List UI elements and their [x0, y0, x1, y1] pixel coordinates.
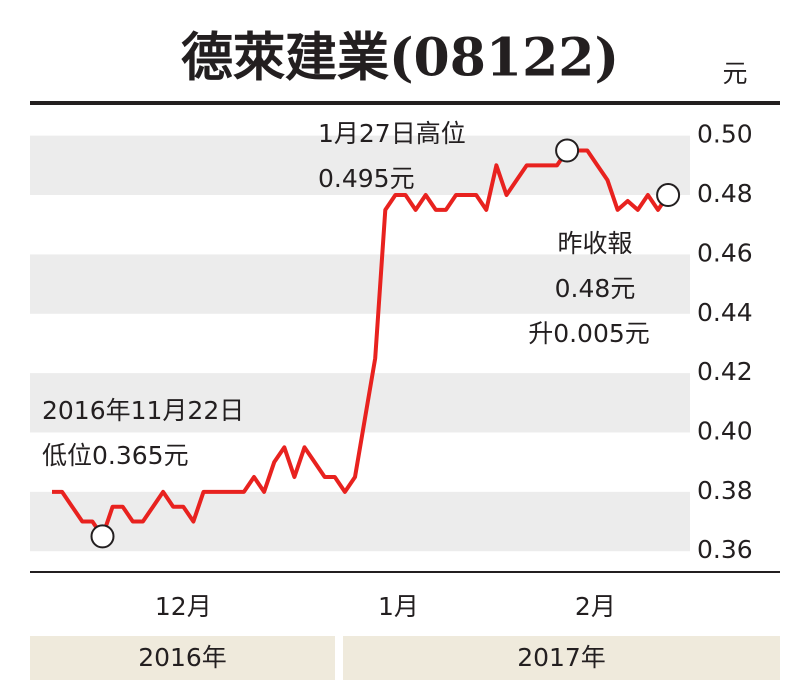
year-label: 2016年 — [138, 643, 227, 672]
y-tick-label: 0.46 — [697, 238, 753, 267]
annotation: 低位0.365元 — [42, 441, 189, 470]
x-tick-label: 1月 — [378, 592, 419, 621]
annotation: 昨收報 — [557, 229, 632, 258]
year-bar — [30, 636, 335, 680]
y-tick-label: 0.40 — [697, 416, 753, 445]
annotation: 0.495元 — [318, 164, 415, 193]
annotation: 0.48元 — [555, 274, 636, 303]
y-tick-label: 0.48 — [697, 179, 753, 208]
unit-label: 元 — [722, 59, 747, 88]
point-marker — [555, 138, 580, 163]
y-tick-label: 0.50 — [697, 120, 753, 149]
grid-band — [30, 491, 690, 552]
annotation: 1月27日高位 — [318, 119, 466, 148]
chart-title: 德萊建業(08122) — [181, 28, 619, 89]
y-tick-label: 0.44 — [697, 298, 753, 327]
grid-band — [30, 135, 690, 196]
grid-band — [30, 254, 690, 314]
year-bar — [343, 636, 780, 680]
annotation: 2016年11月22日 — [42, 396, 244, 425]
y-tick-label: 0.38 — [697, 476, 753, 505]
x-tick-label: 2月 — [575, 592, 616, 621]
y-tick-label: 0.42 — [697, 357, 753, 386]
point-marker — [656, 183, 681, 208]
grid-band — [30, 373, 690, 433]
y-tick-label: 0.36 — [697, 535, 753, 564]
x-tick-label: 12月 — [155, 592, 212, 621]
annotation: 升0.005元 — [528, 319, 650, 348]
point-marker — [90, 524, 115, 549]
year-label: 2017年 — [517, 643, 606, 672]
